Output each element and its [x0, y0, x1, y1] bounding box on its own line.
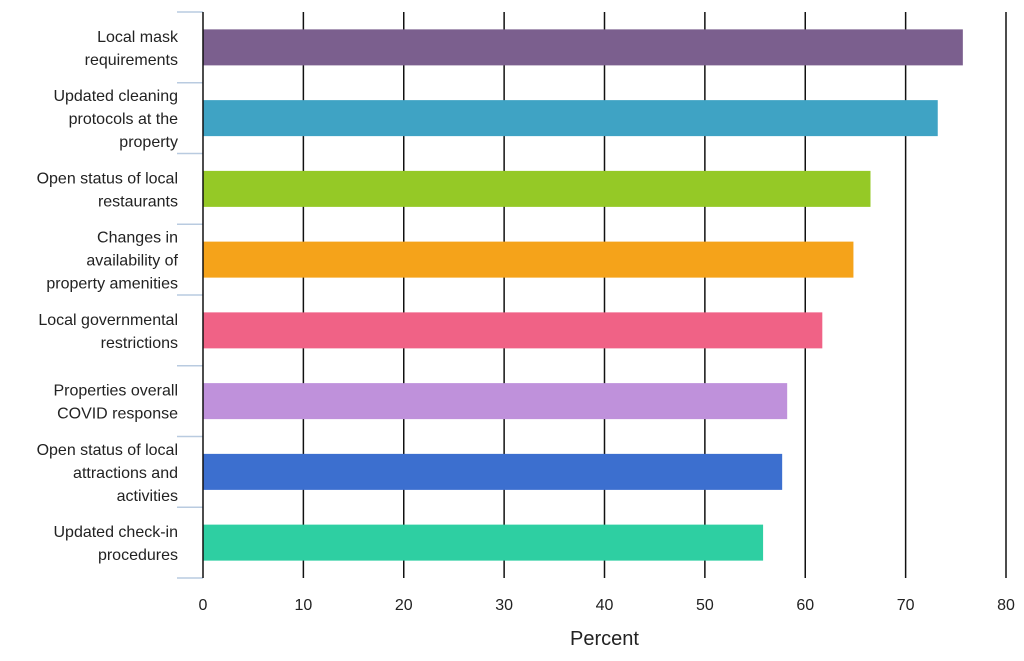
x-tick-label-40: 40 [596, 597, 614, 614]
x-tick-label-30: 30 [495, 597, 513, 614]
category-label-line: COVID response [57, 406, 178, 423]
category-label-4: Changes in availability of property amenit… [46, 230, 178, 293]
category-labels: Local mask requirements Updated cleaning pr… [37, 29, 179, 564]
category-label-line: restaurants [98, 193, 178, 210]
bar-2 [203, 100, 938, 137]
category-label-line: Open status of local [37, 170, 178, 187]
category-label-6: Properties overall COVID response [54, 383, 179, 423]
x-tick-label-50: 50 [696, 597, 714, 614]
category-label-line: property amenities [46, 276, 178, 293]
x-tick-label-10: 10 [294, 597, 312, 614]
category-label-line: protocols at the [69, 111, 179, 128]
category-label-line: procedures [98, 547, 178, 564]
bars [203, 29, 963, 561]
bar-7 [203, 453, 783, 490]
category-label-line: Properties overall [54, 383, 179, 400]
x-axis-title: Percent [570, 628, 639, 650]
bar-6 [203, 383, 788, 420]
x-tick-labels: 0 10 20 30 40 50 60 70 80 [199, 597, 1015, 614]
category-label-line: property [119, 134, 178, 151]
category-label-line: requirements [85, 52, 178, 69]
category-ticks [177, 11, 203, 579]
bar-5 [203, 312, 823, 349]
category-label-3: Open status of local restaurants [37, 170, 178, 210]
bar-8 [203, 524, 764, 561]
category-label-line: activities [117, 488, 178, 505]
x-tick-label-60: 60 [796, 597, 814, 614]
x-tick-label-20: 20 [395, 597, 413, 614]
category-label-2: Updated cleaning protocols at the property [53, 88, 178, 151]
category-label-line: Local governmental [38, 312, 178, 329]
category-label-7: Open status of local attractions and activ… [37, 442, 178, 505]
grid-lines [302, 12, 1007, 578]
category-label-1: Local mask requirements [85, 29, 179, 69]
category-label-line: Updated check-in [53, 524, 178, 541]
x-tick-label-0: 0 [199, 597, 208, 614]
category-label-line: Open status of local [37, 442, 178, 459]
bar-4 [203, 241, 854, 278]
bar-1 [203, 29, 963, 66]
x-tick-label-80: 80 [997, 597, 1015, 614]
category-label-line: attractions and [73, 465, 178, 482]
category-label-line: Local mask [97, 29, 179, 46]
category-label-5: Local governmental restrictions [38, 312, 178, 352]
category-label-line: Updated cleaning [53, 88, 178, 105]
category-label-line: restrictions [101, 335, 178, 352]
category-label-8: Updated check-in procedures [53, 524, 178, 564]
x-tick-label-70: 70 [897, 597, 915, 614]
category-label-line: availability of [86, 253, 178, 270]
bar-3 [203, 170, 871, 207]
category-label-line: Changes in [97, 230, 178, 247]
